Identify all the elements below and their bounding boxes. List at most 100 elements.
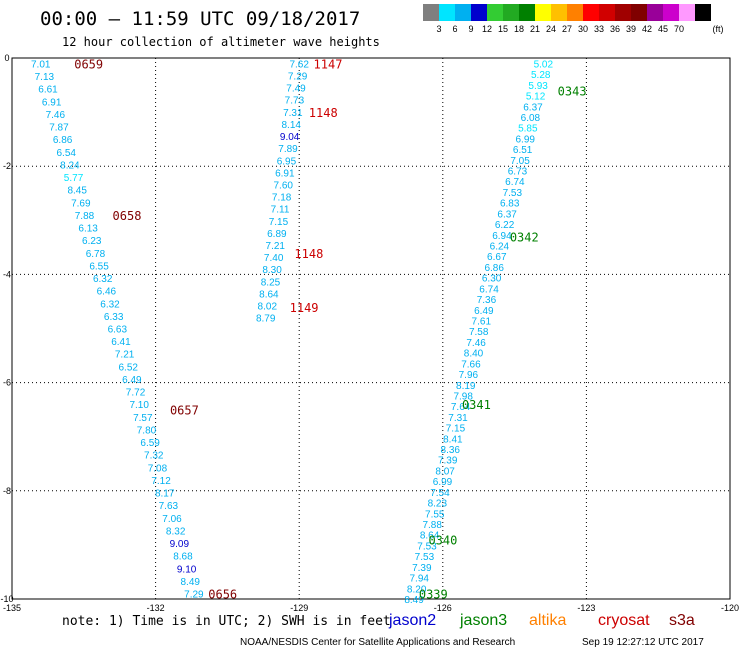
wave-height-value: 6.91 (42, 97, 62, 108)
color-scale-swatch (503, 4, 519, 21)
wave-height-value: 6.54 (57, 148, 77, 159)
color-scale-swatch (551, 4, 567, 21)
wave-height-value: 7.63 (159, 501, 179, 512)
time-label: 1148 (309, 106, 338, 120)
x-tick-label: -126 (434, 603, 452, 613)
color-scale-swatch (455, 4, 471, 21)
color-scale-label: 3 (436, 24, 441, 34)
wave-height-value: 7.72 (126, 388, 146, 399)
wave-height-value: 7.58 (469, 327, 489, 338)
wave-height-value: 7.46 (46, 110, 66, 121)
wave-height-value: 7.06 (162, 514, 182, 525)
wave-height-value: 6.41 (111, 337, 131, 348)
time-label: 0342 (510, 231, 539, 245)
wave-height-value: 8.49 (404, 595, 424, 606)
wave-height-value: 6.99 (433, 477, 453, 488)
wave-height-value: 6.32 (93, 274, 113, 285)
color-scale-swatch (423, 4, 439, 21)
wave-height-value: 6.32 (100, 299, 120, 310)
wave-height-value: 5.28 (531, 70, 551, 81)
wave-height-value: 5.02 (534, 59, 554, 70)
color-scale-swatch (631, 4, 647, 21)
wave-height-value: 6.13 (78, 224, 98, 235)
wave-height-value: 6.67 (487, 252, 507, 263)
x-tick-label: -135 (3, 603, 21, 613)
track-jason3: 5.025.285.935.126.376.085.856.996.517.05… (404, 59, 586, 606)
wave-height-value: 7.08 (148, 463, 168, 474)
wave-height-value: 7.60 (274, 180, 294, 191)
wave-height-value: 6.74 (505, 177, 525, 188)
wave-height-value: 7.87 (49, 123, 69, 134)
x-tick-label: -132 (147, 603, 165, 613)
wave-height-value: 6.59 (140, 438, 160, 449)
color-scale-label: 70 (674, 24, 684, 34)
wave-height-value: 7.53 (503, 188, 523, 199)
wave-height-value: 7.57 (133, 413, 153, 424)
wave-height-value: 8.45 (67, 186, 87, 197)
color-scale-swatch (647, 4, 663, 21)
wave-height-value: 6.22 (495, 220, 515, 231)
wave-height-value: 5.93 (528, 81, 548, 92)
wave-height-value: 7.98 (453, 391, 473, 402)
wave-height-value: 8.36 (441, 445, 461, 456)
wave-height-value: 7.11 (271, 205, 290, 216)
wave-height-value: 6.74 (479, 284, 499, 295)
wave-height-value: 7.88 (75, 211, 95, 222)
legend-jason2: jason2 (388, 612, 436, 629)
wave-height-value: 9.09 (170, 539, 190, 550)
wave-height-value: 6.49 (122, 375, 142, 386)
wave-height-value: 6.49 (474, 306, 494, 317)
y-tick-label: -10 (0, 594, 13, 604)
track-s3a: 7.01 7.13 6.616.91 7.46 7.876.86 6.548.24 5.77… (31, 57, 237, 601)
color-scale-label: 45 (658, 24, 668, 34)
wave-height-value: 7.15 (269, 217, 289, 228)
y-tick-label: -6 (3, 378, 11, 388)
wave-height-value: 6.94 (492, 231, 512, 242)
y-tick-label: -4 (3, 269, 11, 279)
color-scale-label: 18 (514, 24, 524, 34)
wave-height-value: 7.18 (272, 193, 292, 204)
time-label: 0659 (74, 57, 103, 71)
y-tick-label: 0 (4, 53, 9, 63)
wave-height-value: 5.12 (526, 92, 546, 103)
wave-height-value: 7.21 (266, 241, 286, 252)
time-label: 0343 (558, 84, 587, 98)
color-scale-swatch (679, 4, 695, 21)
color-scale-label: 6 (452, 24, 457, 34)
color-scale-label: 33 (594, 24, 604, 34)
wave-height-value: 7.46 (466, 338, 486, 349)
wave-height-value: 7.05 (510, 156, 530, 167)
wave-height-value: 6.91 (275, 168, 295, 179)
legend-s3a: s3a (669, 612, 695, 629)
x-tick-label: -129 (290, 603, 308, 613)
wave-height-value: 7.36 (477, 295, 497, 306)
color-scale-swatch (583, 4, 599, 21)
wave-height-value: 8.41 (443, 434, 463, 445)
color-scale-bar: 3 6 9 12 15 18 21 24 27 30 33 36 39 42 45 70 (ft) (423, 4, 724, 34)
color-scale-swatch (615, 4, 631, 21)
x-tick-label: -120 (721, 603, 739, 613)
legend-altika: altika (529, 612, 566, 629)
color-scale-swatch (599, 4, 615, 21)
wave-height-value: 8.20 (407, 584, 427, 595)
time-label: 1147 (314, 57, 343, 71)
wave-height-value: 8.25 (261, 277, 281, 288)
legend-jason3: jason3 (459, 612, 507, 629)
color-scale-swatch (519, 4, 535, 21)
legend-cryosat: cryosat (598, 612, 650, 629)
time-label: 0656 (208, 588, 237, 602)
wave-height-value: 6.99 (515, 134, 535, 145)
track-cryosat: 7.62 7.297.497.737.318.149.047.896.956.91… (256, 57, 343, 324)
wave-height-value: 6.37 (497, 209, 517, 220)
wave-height-value: 8.49 (181, 577, 201, 588)
wave-height-value: 7.64 (451, 402, 471, 413)
wave-height-value: 7.15 (446, 424, 466, 435)
wave-height-value: 8.24 (60, 160, 80, 171)
time-label: 0341 (462, 398, 491, 412)
wave-height-value: 6.78 (86, 249, 106, 260)
color-scale-swatch (695, 4, 711, 21)
wave-height-value: 7.31 (283, 108, 303, 119)
wave-height-value: 6.37 (523, 102, 543, 113)
color-scale-swatch (567, 4, 583, 21)
